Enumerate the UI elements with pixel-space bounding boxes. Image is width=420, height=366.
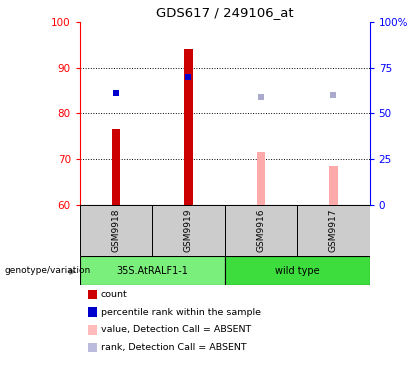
Text: GSM9917: GSM9917 [329,209,338,252]
Text: rank, Detection Call = ABSENT: rank, Detection Call = ABSENT [101,343,247,352]
Bar [152,205,225,256]
Bar [225,205,297,256]
Bar [80,256,225,285]
Text: GSM9916: GSM9916 [257,209,265,252]
Bar [297,205,370,256]
Bar [257,152,265,205]
Bar [329,166,338,205]
Bar [112,130,121,205]
Bar [225,256,370,285]
Text: 35S.AtRALF1-1: 35S.AtRALF1-1 [116,266,188,276]
Text: GSM9918: GSM9918 [112,209,121,252]
Text: percentile rank within the sample: percentile rank within the sample [101,308,261,317]
Bar [80,205,152,256]
Title: GDS617 / 249106_at: GDS617 / 249106_at [156,6,294,19]
Text: wild type: wild type [275,266,320,276]
Text: genotype/variation: genotype/variation [4,266,90,274]
Text: value, Detection Call = ABSENT: value, Detection Call = ABSENT [101,325,251,334]
Text: count: count [101,290,128,299]
Bar [184,49,193,205]
Text: GSM9919: GSM9919 [184,209,193,252]
